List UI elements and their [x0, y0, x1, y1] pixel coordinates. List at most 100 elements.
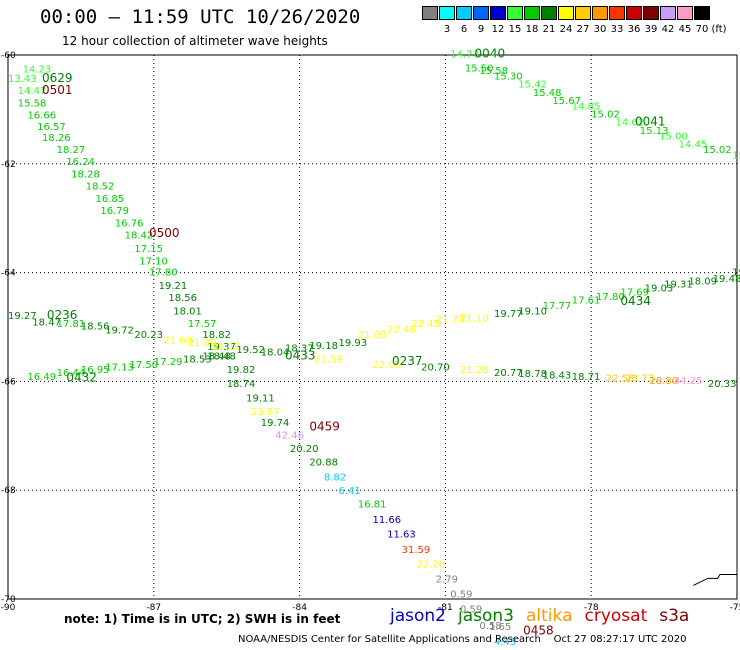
wave-height-reading: 21.09 [358, 330, 387, 341]
colorbar-swatch [524, 6, 540, 20]
wave-height-reading: 44.25 [674, 376, 703, 387]
wave-height-reading: 19.03 [645, 284, 674, 295]
wave-height-reading: 16.49 [27, 372, 56, 383]
wave-height-reading: 20.70 [421, 363, 450, 374]
colorbar-label: 24 [559, 24, 573, 35]
longitude-label: -84 [292, 603, 307, 613]
wave-height-reading: 20.23 [134, 330, 163, 341]
wave-height-reading: 17.15 [134, 244, 163, 255]
wave-height-reading: 14.23 [23, 64, 52, 75]
wave-height-reading: 19.31 [664, 279, 693, 290]
page-subtitle: 12 hour collection of altimeter wave hei… [62, 34, 328, 48]
wave-height-reading: 19.52 [236, 345, 265, 356]
colorbar-label: 6 [460, 24, 468, 35]
wave-height-reading: 15.58 [479, 66, 508, 77]
pass-time-label: 0433 [285, 349, 316, 363]
longitude-label: -75 [730, 603, 740, 613]
wave-height-reading: 18.09 [688, 277, 717, 288]
wave-height-reading: 4.43 [494, 637, 516, 648]
wave-height-reading: 17.57 [188, 319, 217, 330]
latitude-label: -66 [1, 377, 16, 387]
wave-height-reading: 16.24 [66, 157, 95, 168]
wave-height-reading: 19.21 [159, 281, 188, 292]
wave-height-reading: 19.74 [261, 418, 290, 429]
wave-height-reading: 19.27 [8, 311, 37, 322]
wave-height-reading: 22.48 [387, 324, 416, 335]
footnote: note: 1) Time is in UTC; 2) SWH is in fe… [64, 612, 341, 626]
wave-height-reading: 21.73 [436, 315, 465, 326]
wave-height-reading: 18.42 [125, 230, 154, 241]
wave-height-reading: 16.79 [100, 206, 129, 217]
wave-height-reading: 20.88 [309, 458, 338, 469]
wave-height-reading: 14.73 [450, 50, 479, 61]
wave-height-reading: 15.13 [640, 126, 669, 137]
wave-height-reading: 18.78 [518, 369, 547, 380]
colorbar-unit: (ft) [711, 24, 727, 35]
wave-height-reading: 21.10 [460, 314, 489, 325]
wave-height-reading: 16.44 [57, 368, 86, 379]
wave-height-reading: 16.76 [115, 218, 144, 229]
pass-time-label: 0432 [66, 370, 97, 384]
wave-height-reading: 23.87 [251, 407, 280, 418]
colorbar-label: 21 [542, 24, 556, 35]
wave-height-reading: 19.82 [227, 365, 256, 376]
colorbar-swatch [490, 6, 506, 20]
satellite-legend: jason2 jason3 altika cryosat s3a [390, 606, 701, 626]
longitude-label: -87 [146, 603, 161, 613]
latitude-label: -60 [1, 51, 16, 61]
wave-height-reading: 22.58 [606, 373, 635, 384]
credit-line: NOAA/NESDIS Center for Satellite Applica… [238, 634, 687, 645]
colorbar-swatch [626, 6, 642, 20]
wave-height-reading: 15.30 [494, 71, 523, 82]
colorbar-label: 15 [508, 24, 522, 35]
satellite-legend-item: cryosat [584, 606, 648, 626]
wave-height-reading: 20.77 [494, 368, 523, 379]
pass-time-label: 0041 [635, 115, 666, 129]
colorbar-swatch [558, 6, 574, 20]
colorbar-label: 36 [627, 24, 641, 35]
pass-time-label: 0236 [47, 308, 78, 322]
wave-height-reading: 0.59 [450, 589, 472, 600]
wave-height-reading: 18.37 [285, 343, 314, 354]
wave-height-reading: 18.56 [168, 293, 197, 304]
pass-time-label: 0501 [42, 83, 73, 97]
wave-height-reading: 19.93 [338, 338, 367, 349]
wave-height-reading: 15.50 [465, 63, 494, 74]
wave-height-reading: 15.58 [18, 99, 47, 110]
longitude-label: -78 [584, 603, 599, 613]
wave-height-reading: 19.74 [732, 267, 740, 278]
wave-height-reading: 17.69 [620, 287, 649, 298]
wave-height-reading: 18.48 [202, 352, 231, 363]
wave-height-reading: 17.77 [543, 301, 572, 312]
colorbar-label: 39 [644, 24, 658, 35]
wave-height-reading: 22.00 [373, 360, 402, 371]
wave-height-reading: 21.09 [188, 338, 217, 349]
wave-height-reading: 23.73 [625, 373, 654, 384]
wave-height-reading: 20.20 [290, 444, 319, 455]
wave-height-reading: 15.79 [732, 150, 740, 161]
wave-height-reading: 16.95 [81, 365, 110, 376]
wave-height-reading: 1.65 [489, 622, 511, 633]
wave-height-reading: 19.10 [518, 306, 547, 317]
longitude-label: -81 [438, 603, 453, 613]
colorbar-swatch [422, 6, 438, 20]
wave-height-reading: 18.04 [261, 347, 290, 358]
wave-height-reading: 20.33 [708, 379, 737, 390]
colorbar-label: 70 [695, 24, 709, 35]
colorbar-swatch [677, 6, 693, 20]
wave-height-reading: 18.74 [227, 379, 256, 390]
wave-height-reading: 28.80 [650, 376, 679, 387]
wave-height-reading: 14.85 [572, 101, 601, 112]
wave-height-reading: 17.61 [572, 296, 601, 307]
pass-time-label: 0459 [309, 419, 340, 433]
pass-time-label: 0629 [42, 71, 73, 85]
wave-height-reading: 6.41 [338, 486, 360, 497]
wave-height-reading: 18.71 [572, 372, 601, 383]
colorbar-label: 42 [661, 24, 675, 35]
satellite-legend-item: jason3 [458, 606, 514, 626]
wave-height-reading: 17.13 [105, 363, 134, 374]
colorbar-swatch [473, 6, 489, 20]
wave-height-reading: 0.59 [460, 605, 482, 616]
wave-height-reading: 15.02 [703, 145, 732, 156]
wave-height-reading: 21.69 [164, 335, 193, 346]
